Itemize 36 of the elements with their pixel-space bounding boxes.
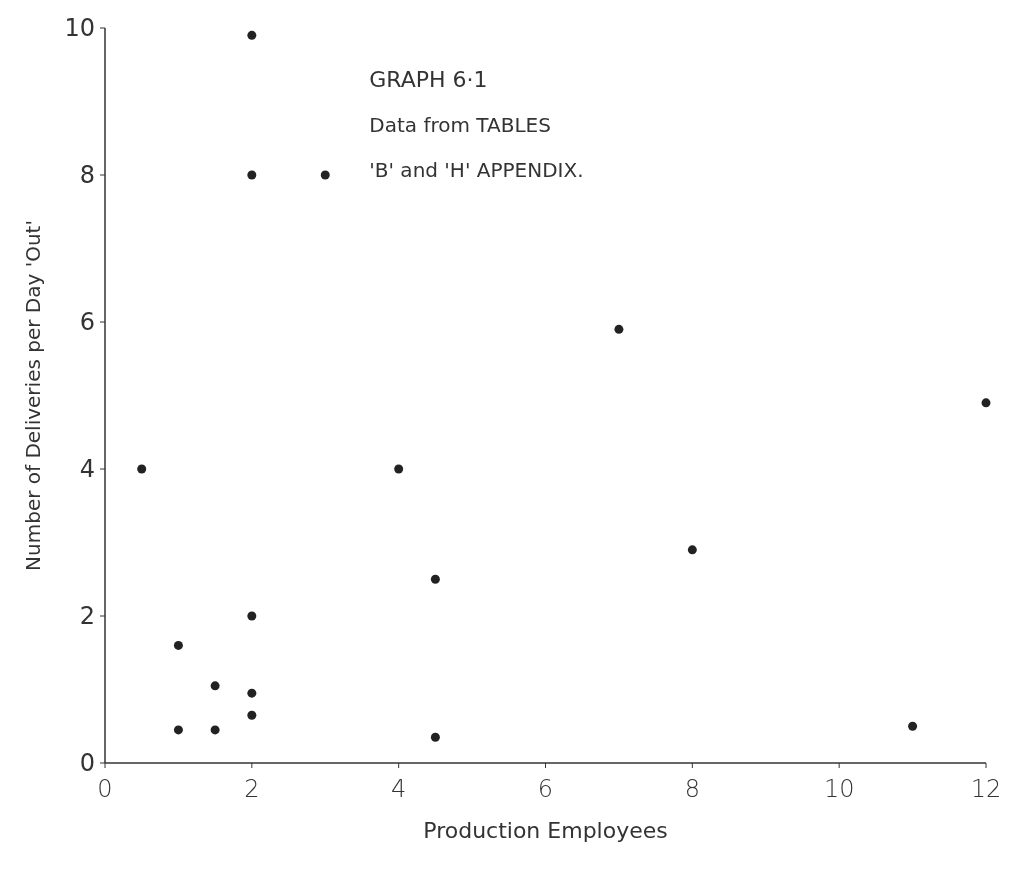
x-tick-label: 0: [97, 775, 113, 803]
point: [173, 640, 183, 650]
y-tick-label: 8: [79, 161, 95, 190]
point: [137, 464, 147, 474]
x-tick-label: 8: [684, 775, 700, 803]
annotation: 'B' and 'H' APPENDIX.: [369, 157, 584, 182]
point: [981, 398, 991, 408]
y-tick-label: 2: [79, 602, 95, 631]
point: [247, 688, 257, 698]
point: [247, 30, 257, 40]
point: [687, 545, 697, 555]
x-tick-label: 10: [823, 775, 855, 803]
x-tick-label: 6: [537, 775, 554, 803]
point: [430, 732, 440, 742]
y-tick-label: 0: [79, 749, 95, 778]
point: [908, 721, 918, 731]
y-axis-title: Number of Deliveries per Day 'Out': [21, 220, 45, 571]
point: [430, 574, 440, 584]
point: [247, 710, 257, 720]
y-tick-label: 4: [79, 455, 95, 484]
point: [210, 725, 220, 735]
x-axis-title: Production Employees: [423, 818, 668, 843]
point: [247, 170, 257, 180]
point: [247, 611, 257, 621]
text: GRAPH 6·1: [369, 66, 488, 92]
point: [173, 725, 183, 735]
point: [210, 681, 220, 691]
point: [320, 170, 330, 180]
y-tick-label: 6: [79, 308, 95, 337]
x-tick-label: 4: [391, 775, 407, 803]
x-tick-label: 2: [244, 775, 260, 803]
point: [394, 464, 404, 474]
y-tick-label: 10: [64, 14, 95, 43]
point: [614, 324, 624, 334]
x-tick-label: 12: [970, 775, 1002, 803]
annotation: Data from TABLES: [369, 112, 551, 137]
